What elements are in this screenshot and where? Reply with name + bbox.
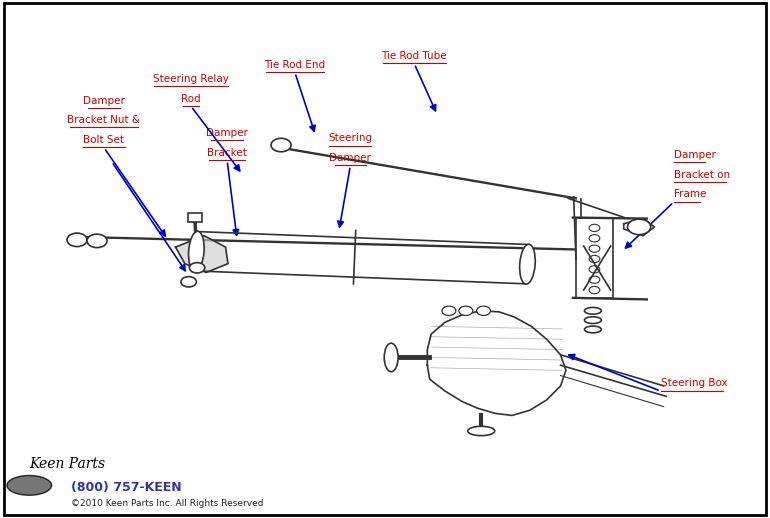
Text: Frame: Frame <box>674 190 706 199</box>
Circle shape <box>589 266 600 273</box>
Text: Bracket: Bracket <box>207 148 247 158</box>
Ellipse shape <box>584 326 601 333</box>
Text: Bracket Nut &: Bracket Nut & <box>68 116 140 125</box>
Text: Tie Rod Tube: Tie Rod Tube <box>381 51 447 61</box>
Circle shape <box>459 306 473 315</box>
Polygon shape <box>427 311 566 415</box>
Circle shape <box>189 263 205 273</box>
Ellipse shape <box>520 244 535 284</box>
Circle shape <box>271 138 291 152</box>
Polygon shape <box>176 236 228 272</box>
Circle shape <box>589 255 600 263</box>
Ellipse shape <box>584 308 601 314</box>
Ellipse shape <box>189 232 204 271</box>
Text: Rod: Rod <box>181 94 201 104</box>
Circle shape <box>181 277 196 287</box>
Circle shape <box>589 245 600 252</box>
Circle shape <box>589 235 600 242</box>
Text: Steering Box: Steering Box <box>661 379 728 388</box>
Circle shape <box>477 306 490 315</box>
Circle shape <box>67 233 87 247</box>
Text: Bolt Set: Bolt Set <box>83 135 125 145</box>
Polygon shape <box>624 219 654 236</box>
Ellipse shape <box>584 317 601 323</box>
Ellipse shape <box>384 343 398 372</box>
Ellipse shape <box>7 476 52 495</box>
Text: Damper: Damper <box>674 150 715 160</box>
Circle shape <box>87 234 107 248</box>
Text: Steering Relay: Steering Relay <box>153 74 229 84</box>
FancyBboxPatch shape <box>188 213 202 222</box>
FancyBboxPatch shape <box>576 218 613 298</box>
Polygon shape <box>195 232 529 284</box>
Circle shape <box>442 306 456 315</box>
Ellipse shape <box>467 426 495 436</box>
Circle shape <box>589 276 600 283</box>
Text: Steering: Steering <box>328 134 373 143</box>
Text: Damper: Damper <box>206 128 248 138</box>
Circle shape <box>589 224 600 232</box>
Text: Bracket on: Bracket on <box>674 170 730 180</box>
Text: Damper: Damper <box>83 96 125 106</box>
Circle shape <box>589 286 600 294</box>
Text: Damper: Damper <box>330 153 371 163</box>
Text: ©2010 Keen Parts Inc. All Rights Reserved: ©2010 Keen Parts Inc. All Rights Reserve… <box>71 499 263 508</box>
Text: Tie Rod End: Tie Rod End <box>264 60 326 70</box>
Text: (800) 757-KEEN: (800) 757-KEEN <box>71 481 182 495</box>
Circle shape <box>628 219 651 235</box>
Text: Keen Parts: Keen Parts <box>29 456 105 471</box>
